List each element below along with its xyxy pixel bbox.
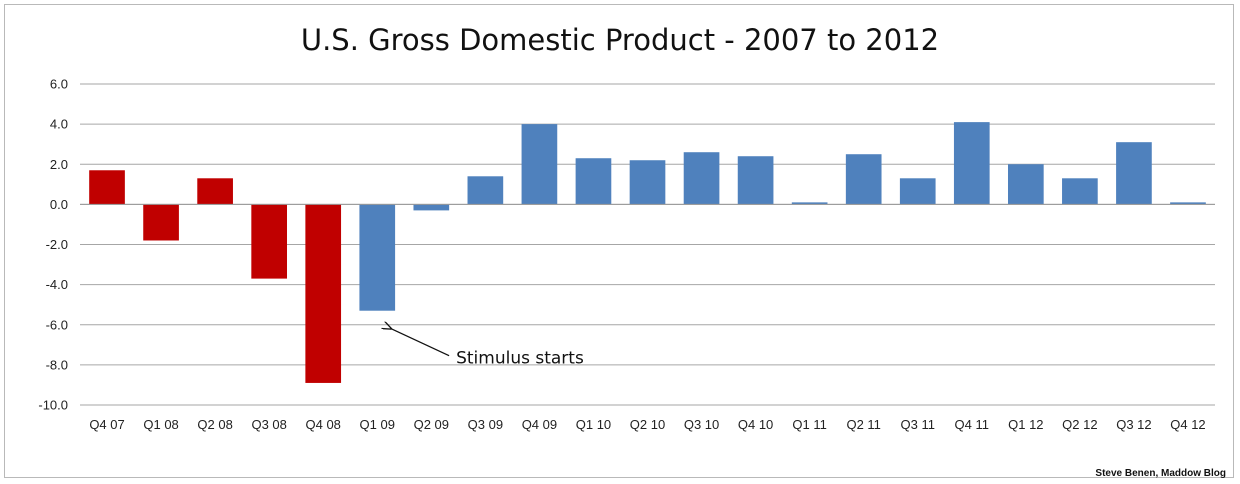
- bar-q3-11: [899, 178, 936, 205]
- y-tick-label: 2.0: [50, 157, 68, 172]
- y-tick-label: -8.0: [46, 357, 68, 372]
- gridlines: [80, 83, 1215, 406]
- x-tick-label: Q2 10: [630, 417, 665, 432]
- y-tick-label: 0.0: [50, 197, 68, 212]
- credit-text: Steve Benen, Maddow Blog: [1095, 468, 1226, 479]
- x-tick-label: Q2 11: [846, 417, 880, 432]
- x-tick-label: Q4 08: [306, 417, 341, 432]
- bar-q2-11: [845, 154, 882, 205]
- y-tick-label: -4.0: [46, 277, 68, 292]
- bar-q2-09: [413, 204, 450, 211]
- x-tick-label: Q4 10: [738, 417, 773, 432]
- bar-q2-10: [629, 160, 666, 205]
- x-tick-label: Q2 09: [414, 417, 449, 432]
- x-tick-label: Q4 11: [955, 417, 989, 432]
- chart-frame: [4, 4, 1234, 478]
- bar-q4-09: [521, 124, 558, 205]
- x-tick-label: Q3 08: [251, 417, 286, 432]
- x-tick-label: Q1 10: [576, 417, 611, 432]
- x-tick-label: Q2 08: [197, 417, 232, 432]
- x-tick-label: Q3 11: [901, 417, 935, 432]
- y-tick-label: -6.0: [46, 317, 68, 332]
- x-tick-label: Q1 09: [360, 417, 395, 432]
- bar-q1-10: [575, 158, 612, 205]
- bar-q4-12: [1170, 202, 1206, 205]
- bar-q4-08: [305, 204, 342, 383]
- bar-q1-12: [1007, 164, 1044, 205]
- bar-q4-07: [89, 170, 125, 205]
- x-axis-ticks: Q4 07 Q1 08 Q2 08 Q3 08 Q4 08 Q1 09 Q2 09 Q3 09…: [89, 417, 1205, 432]
- x-tick-label: Q3 12: [1116, 417, 1151, 432]
- bar-q3-08: [251, 204, 288, 279]
- y-tick-label: 6.0: [50, 77, 68, 92]
- y-tick-label: 4.0: [50, 117, 68, 132]
- x-tick-label: Q1 11: [792, 417, 826, 432]
- x-tick-label: Q3 10: [684, 417, 719, 432]
- x-tick-label: Q3 09: [468, 417, 503, 432]
- bar-q3-12: [1116, 142, 1152, 205]
- x-tick-label: Q4 07: [89, 417, 124, 432]
- y-tick-label: -10.0: [38, 398, 68, 413]
- bar-q2-08: [197, 178, 233, 205]
- annotation-stimulus-starts: Stimulus starts: [456, 349, 584, 369]
- bar-q1-08: [143, 204, 179, 241]
- x-tick-label: Q4 09: [522, 417, 557, 432]
- bar-q4-10: [737, 156, 774, 205]
- y-tick-label: -2.0: [46, 237, 68, 252]
- bar-q3-10: [683, 152, 720, 205]
- bar-q3-09: [467, 176, 504, 205]
- bars: [89, 122, 1206, 383]
- bar-q1-09: [359, 204, 396, 311]
- annotation-arrow: [391, 329, 450, 357]
- bar-q2-12: [1062, 178, 1098, 205]
- bar-q4-11: [953, 122, 990, 205]
- x-tick-label: Q1 08: [143, 417, 178, 432]
- chart-title: U.S. Gross Domestic Product - 2007 to 20…: [301, 23, 939, 57]
- x-tick-label: Q1 12: [1008, 417, 1043, 432]
- x-tick-label: Q2 12: [1062, 417, 1097, 432]
- x-tick-label: Q4 12: [1170, 417, 1205, 432]
- y-axis-ticks: 6.0 4.0 2.0 0.0 -2.0 -4.0 -6.0 -8.0 -10.0: [38, 77, 68, 413]
- bar-q1-11: [791, 202, 828, 205]
